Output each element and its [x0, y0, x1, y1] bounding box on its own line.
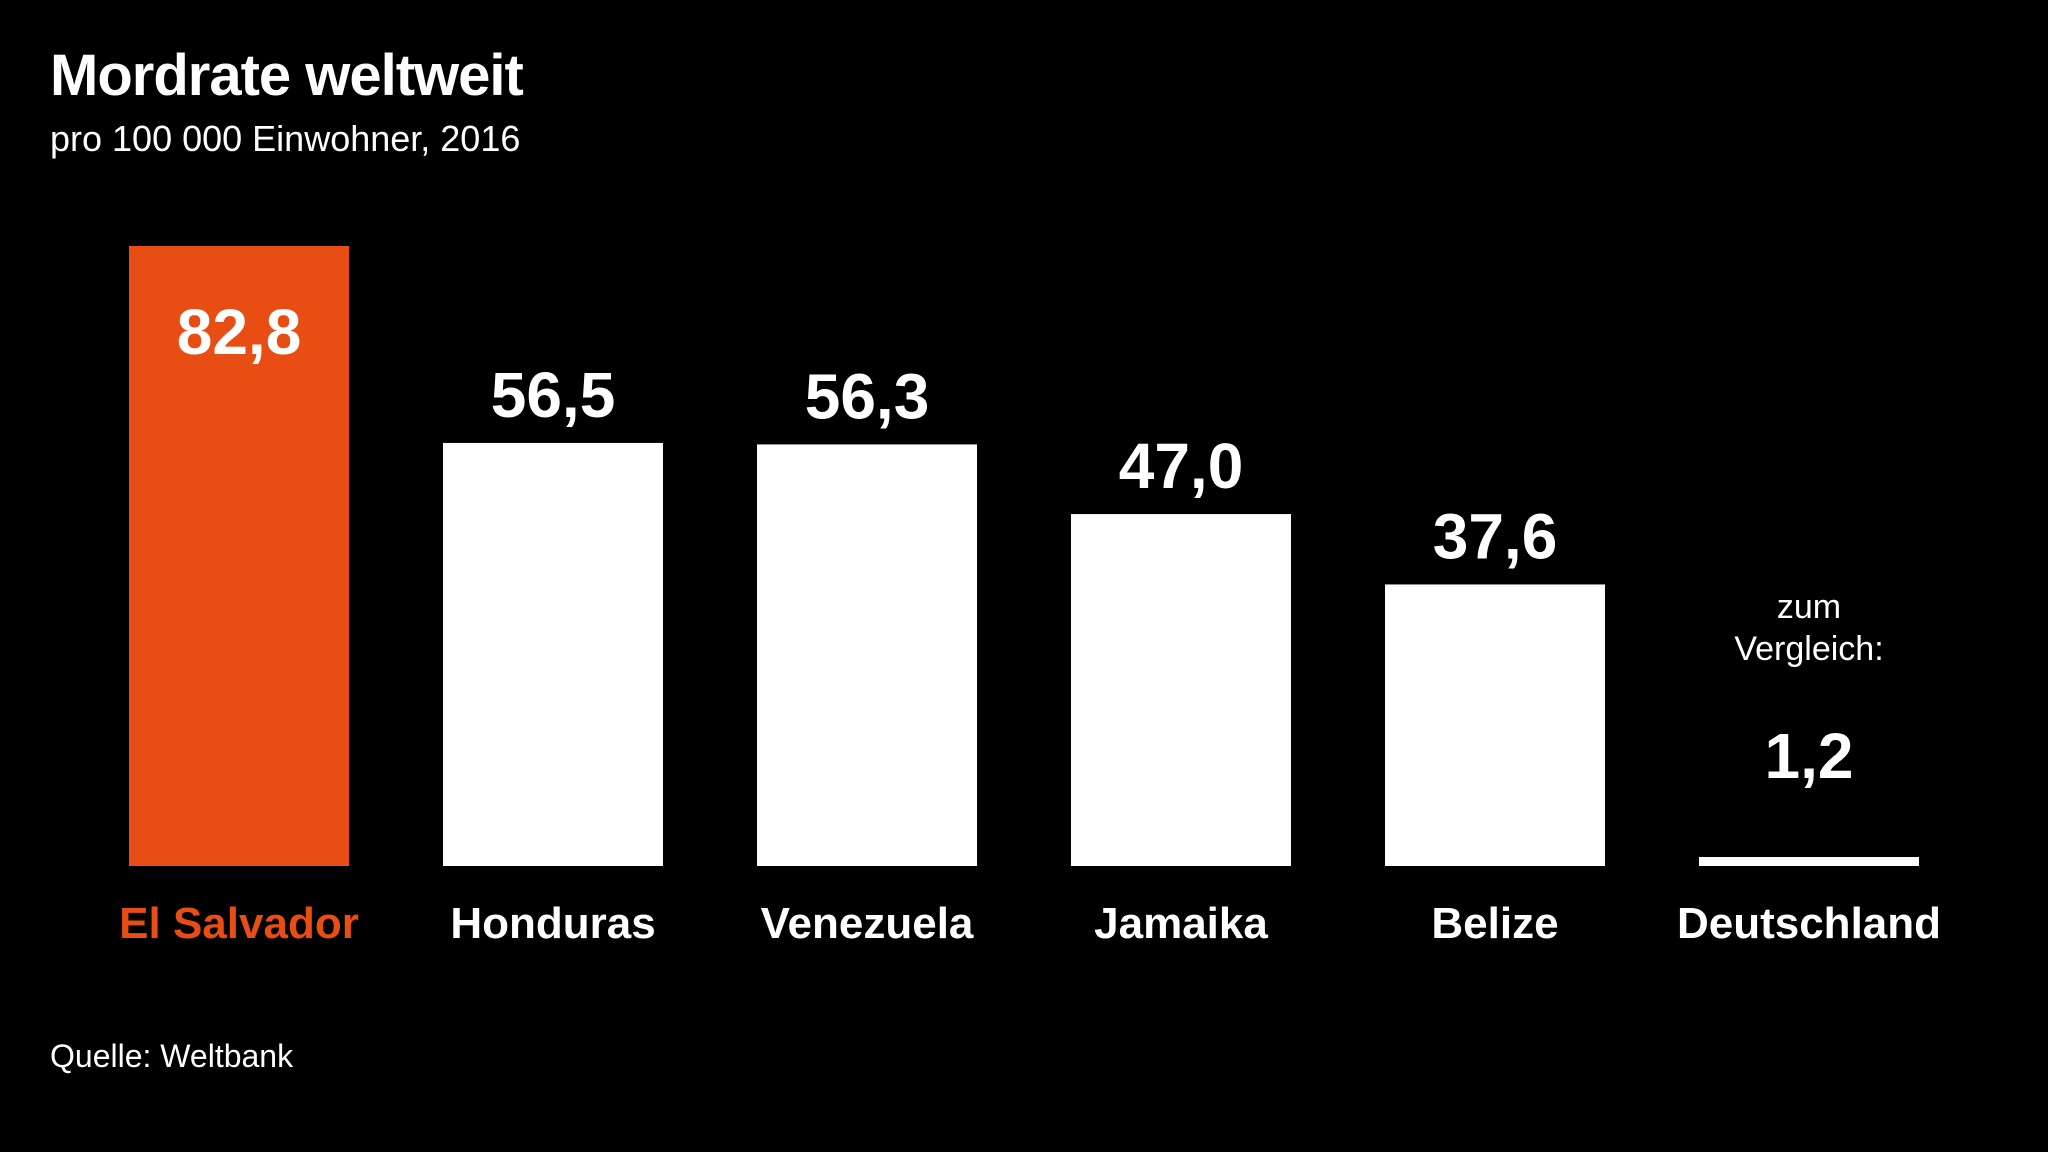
value-label: 37,6 — [1433, 500, 1558, 572]
bar-honduras — [443, 442, 663, 866]
category-label: El Salvador — [119, 899, 359, 948]
value-label: 1,2 — [1765, 720, 1854, 792]
value-label: 82,8 — [177, 296, 302, 368]
bar-venezuela — [757, 444, 977, 866]
chart-title: Mordrate weltweit — [50, 43, 524, 108]
value-label: 56,5 — [491, 359, 616, 431]
bar-belize — [1385, 584, 1605, 866]
value-label: 47,0 — [1119, 430, 1244, 502]
comparison-note-line: zum — [1777, 588, 1841, 626]
category-label: Belize — [1431, 899, 1558, 948]
bar-deutschland — [1699, 857, 1919, 866]
comparison-note-line: Vergleich: — [1734, 630, 1883, 668]
category-label: Venezuela — [761, 899, 974, 948]
category-label: Jamaika — [1094, 899, 1268, 948]
source-note: Quelle: Weltbank — [50, 1038, 294, 1074]
bar-el-salvador — [129, 246, 349, 866]
bar-jamaika — [1071, 514, 1291, 866]
category-label: Honduras — [450, 899, 655, 948]
category-label: Deutschland — [1677, 899, 1941, 948]
chart-subtitle: pro 100 000 Einwohner, 2016 — [50, 118, 521, 159]
value-label: 56,3 — [805, 360, 930, 432]
